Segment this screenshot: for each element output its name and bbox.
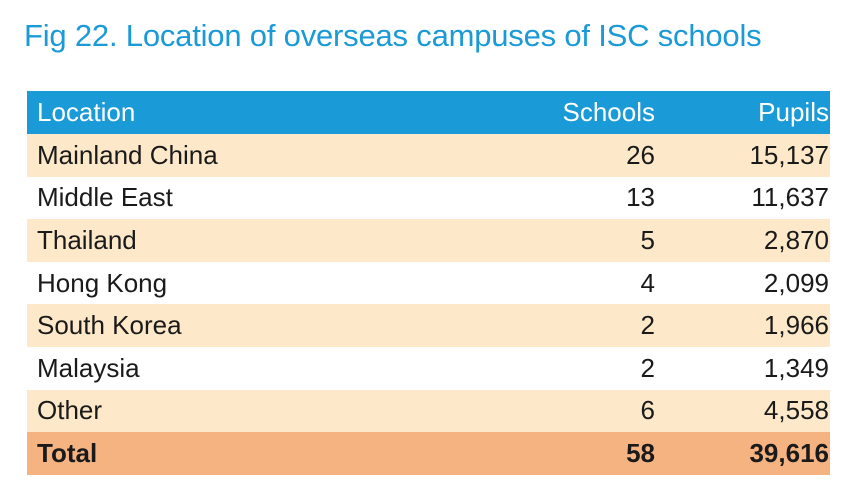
table-row: Thailand 5 2,870 [27, 219, 830, 262]
header-schools: Schools [562, 97, 656, 127]
table-total-row: Total 58 39,616 [27, 432, 830, 475]
row-pupils: 4,558 [763, 395, 829, 426]
total-location: Total [37, 437, 98, 468]
row-schools: 6 [640, 395, 655, 426]
total-schools: 58 [626, 437, 655, 468]
row-pupils: 15,137 [749, 139, 829, 170]
row-location: Middle East [37, 182, 173, 213]
row-schools: 2 [640, 310, 655, 341]
row-location: Malaysia [37, 352, 140, 383]
row-schools: 2 [640, 352, 655, 383]
row-pupils: 2,099 [763, 267, 829, 298]
figure-title: Fig 22. Location of overseas campuses of… [24, 18, 762, 53]
table-header-row: Location Schools Pupils [27, 91, 830, 134]
row-location: Mainland China [37, 139, 218, 170]
row-pupils: 1,349 [763, 352, 829, 383]
row-pupils: 2,870 [763, 224, 829, 255]
row-schools: 4 [640, 267, 655, 298]
row-schools: 13 [626, 182, 655, 213]
header-location: Location [37, 97, 136, 127]
header-pupils: Pupils [758, 97, 829, 127]
campus-table: Location Schools Pupils Mainland China 2… [27, 91, 830, 475]
table-row: Hong Kong 4 2,099 [27, 261, 830, 305]
row-schools: 5 [640, 224, 655, 255]
table-row: Other 6 4,558 [27, 389, 830, 433]
table-row: South Korea 2 1,966 [27, 304, 830, 347]
table-row: Mainland China 26 15,137 [27, 134, 830, 177]
row-location: Other [37, 395, 103, 426]
row-location: Hong Kong [37, 267, 168, 298]
row-pupils: 11,637 [751, 182, 829, 213]
table-row: Malaysia 2 1,349 [27, 346, 830, 390]
row-location: Thailand [37, 224, 137, 255]
table-row: Middle East 13 11,637 [27, 176, 830, 220]
row-pupils: 1,966 [763, 310, 829, 341]
total-pupils: 39,616 [749, 437, 829, 468]
row-schools: 26 [626, 139, 655, 170]
row-location: South Korea [37, 310, 182, 341]
